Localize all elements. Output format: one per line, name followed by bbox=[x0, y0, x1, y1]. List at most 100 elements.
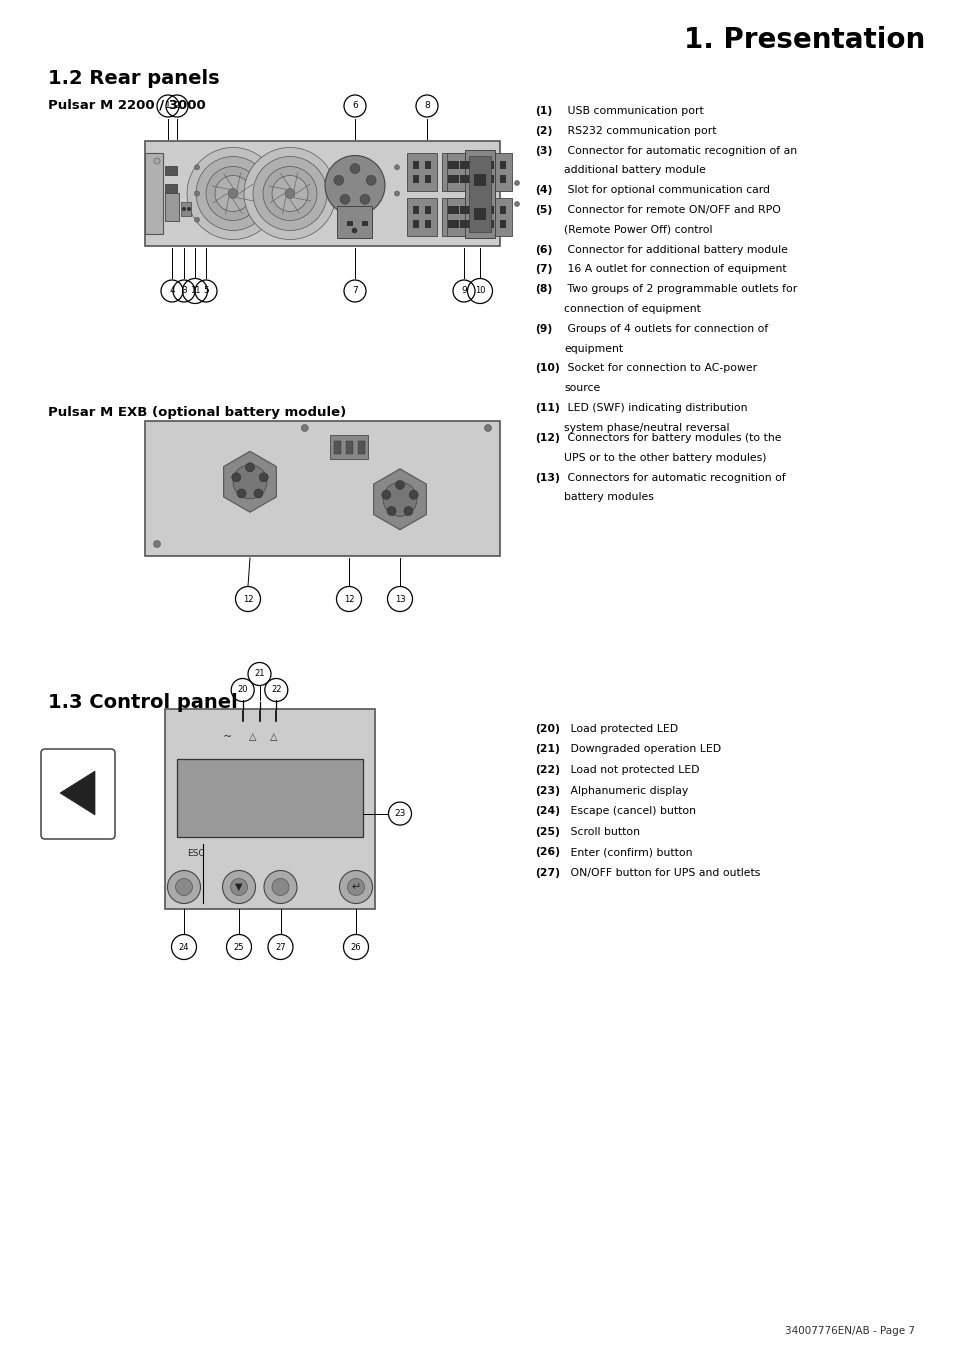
Bar bbox=[464, 150, 495, 238]
Bar bbox=[330, 435, 368, 459]
Text: (26): (26) bbox=[535, 847, 559, 857]
Text: (24): (24) bbox=[535, 807, 559, 816]
Text: (25): (25) bbox=[535, 827, 559, 836]
Bar bbox=[474, 174, 485, 186]
Text: 12: 12 bbox=[242, 594, 253, 604]
Circle shape bbox=[222, 870, 255, 904]
Bar bbox=[165, 193, 179, 222]
Bar bbox=[453, 205, 458, 213]
Text: UPS or to the other battery modules): UPS or to the other battery modules) bbox=[563, 453, 765, 463]
Text: 13: 13 bbox=[395, 594, 405, 604]
Bar bbox=[469, 155, 491, 232]
Circle shape bbox=[195, 157, 270, 231]
Bar bbox=[464, 176, 471, 182]
Text: △: △ bbox=[249, 732, 256, 742]
Text: (23): (23) bbox=[535, 785, 559, 796]
Text: (27): (27) bbox=[535, 867, 559, 878]
Bar bbox=[424, 161, 431, 169]
Circle shape bbox=[194, 190, 199, 196]
Bar bbox=[459, 161, 465, 169]
Bar bbox=[447, 153, 476, 190]
Circle shape bbox=[272, 878, 289, 896]
Text: 1.2 Rear panels: 1.2 Rear panels bbox=[48, 69, 219, 88]
Bar bbox=[447, 199, 476, 236]
Text: (12): (12) bbox=[535, 434, 559, 443]
Bar bbox=[413, 220, 418, 228]
Text: (21): (21) bbox=[535, 744, 559, 754]
Text: 25: 25 bbox=[233, 943, 244, 951]
Circle shape bbox=[245, 463, 254, 471]
Circle shape bbox=[263, 166, 316, 220]
Bar bbox=[453, 176, 458, 182]
Bar bbox=[499, 205, 505, 213]
Circle shape bbox=[395, 165, 399, 170]
Text: 3: 3 bbox=[181, 286, 187, 296]
Text: ~: ~ bbox=[223, 732, 233, 742]
Text: Socket for connection to AC-power: Socket for connection to AC-power bbox=[563, 363, 757, 373]
Circle shape bbox=[350, 163, 359, 173]
Circle shape bbox=[334, 176, 343, 185]
Text: (13): (13) bbox=[535, 473, 559, 482]
Bar bbox=[453, 161, 458, 169]
Text: Alphanumeric display: Alphanumeric display bbox=[566, 785, 687, 796]
Text: 1.3 Control panel: 1.3 Control panel bbox=[48, 693, 237, 712]
Text: 24: 24 bbox=[178, 943, 189, 951]
Bar bbox=[499, 176, 505, 182]
Circle shape bbox=[339, 870, 372, 904]
Text: Two groups of 2 programmable outlets for: Two groups of 2 programmable outlets for bbox=[563, 284, 797, 295]
Bar bbox=[464, 205, 471, 213]
Bar bbox=[413, 176, 418, 182]
Circle shape bbox=[403, 507, 413, 516]
Text: (11): (11) bbox=[535, 403, 559, 413]
Circle shape bbox=[409, 490, 417, 500]
Bar bbox=[181, 203, 191, 216]
Bar bbox=[145, 153, 163, 234]
Bar bbox=[347, 222, 354, 226]
Bar bbox=[424, 176, 431, 182]
Circle shape bbox=[264, 870, 296, 904]
Text: 10: 10 bbox=[475, 286, 485, 296]
Bar bbox=[459, 205, 465, 213]
Bar bbox=[488, 176, 494, 182]
Bar bbox=[441, 199, 472, 236]
Circle shape bbox=[231, 878, 247, 896]
Text: additional battery module: additional battery module bbox=[563, 165, 705, 176]
Circle shape bbox=[325, 155, 385, 216]
Bar bbox=[453, 220, 458, 228]
Bar bbox=[499, 220, 505, 228]
Bar bbox=[165, 184, 177, 193]
Text: Pulsar M EXB (optional battery module): Pulsar M EXB (optional battery module) bbox=[48, 407, 346, 419]
Polygon shape bbox=[60, 771, 95, 815]
Bar bbox=[145, 422, 499, 557]
Text: 1: 1 bbox=[165, 101, 171, 111]
Text: battery modules: battery modules bbox=[563, 492, 653, 503]
Circle shape bbox=[236, 489, 246, 499]
Circle shape bbox=[272, 176, 308, 212]
Text: Downgraded operation LED: Downgraded operation LED bbox=[566, 744, 720, 754]
Circle shape bbox=[187, 207, 191, 211]
Text: (Remote Power Off) control: (Remote Power Off) control bbox=[563, 224, 712, 235]
Bar bbox=[464, 161, 471, 169]
Bar bbox=[448, 161, 454, 169]
Circle shape bbox=[194, 165, 199, 170]
Text: (1): (1) bbox=[535, 105, 552, 116]
Circle shape bbox=[382, 482, 416, 516]
Circle shape bbox=[285, 189, 294, 199]
Text: connection of equipment: connection of equipment bbox=[563, 304, 700, 313]
Bar bbox=[413, 205, 418, 213]
Polygon shape bbox=[223, 451, 276, 512]
Circle shape bbox=[366, 176, 375, 185]
FancyBboxPatch shape bbox=[145, 141, 499, 246]
Text: (7): (7) bbox=[535, 265, 552, 274]
Text: source: source bbox=[563, 384, 599, 393]
Circle shape bbox=[253, 489, 263, 499]
Text: 12: 12 bbox=[343, 594, 354, 604]
Text: ↵: ↵ bbox=[351, 882, 360, 892]
Text: Slot for optional communication card: Slot for optional communication card bbox=[563, 185, 769, 195]
Circle shape bbox=[359, 195, 370, 204]
Bar bbox=[459, 176, 465, 182]
Circle shape bbox=[244, 147, 335, 239]
Bar bbox=[464, 220, 471, 228]
Bar bbox=[481, 153, 512, 190]
Text: ON/OFF button for UPS and outlets: ON/OFF button for UPS and outlets bbox=[566, 867, 760, 878]
